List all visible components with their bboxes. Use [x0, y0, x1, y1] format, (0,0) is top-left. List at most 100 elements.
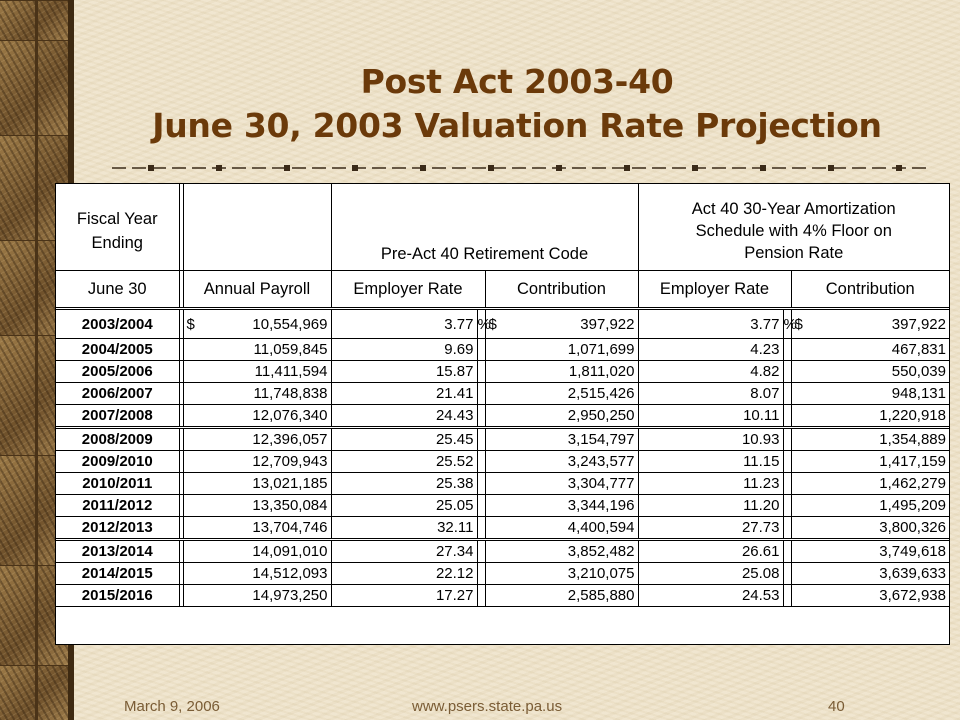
cell-pre-employer-rate: 25.52	[331, 450, 478, 473]
cell-pre-contribution: 3,210,075	[485, 562, 639, 585]
cell-fiscal-year: 2013/2014	[56, 539, 180, 563]
cell-fiscal-year: 2009/2010	[56, 450, 180, 473]
header-annual-payroll: Annual Payroll	[183, 270, 332, 310]
cell-pre-contribution-value: 3,210,075	[567, 565, 635, 582]
cell-act-employer-rate: 4.23	[638, 338, 784, 361]
cell-pre-contribution-value: 3,154,797	[567, 431, 635, 448]
header-june30: June 30	[56, 270, 180, 310]
cell-annual-payroll: 13,021,185	[183, 472, 332, 495]
cell-fiscal-year: 2006/2007	[56, 382, 180, 405]
footer-date: March 9, 2006	[124, 698, 220, 715]
cell-pre-percent	[477, 360, 486, 383]
cell-act-employer-rate: 26.61	[638, 539, 784, 563]
cell-fiscal-year: 2005/2006	[56, 360, 180, 383]
cell-pre-employer-rate: 15.87	[331, 360, 478, 383]
cell-spacer	[179, 494, 184, 517]
dashed-ornament-divider	[112, 165, 932, 171]
cell-payroll-value: 10,554,969	[252, 315, 328, 333]
cell-payroll-value: 13,350,084	[252, 497, 328, 514]
cell-act-contribution: 1,354,889	[791, 427, 949, 451]
cell-act-contribution-value: 397,922	[891, 315, 946, 333]
cell-spacer	[179, 562, 184, 585]
cell-act-contribution: $397,922	[791, 308, 949, 339]
cell-pre-percent	[477, 516, 486, 541]
cell-pre-contribution-value: 1,071,699	[567, 341, 635, 358]
cell-fiscal-year: 2012/2013	[56, 516, 180, 541]
header-blank-payroll	[183, 184, 332, 271]
cell-act-employer-rate: 10.93	[638, 427, 784, 451]
table-row: 2011/2012 13,350,084 25.05 3,344,196 11.20 1,…	[56, 494, 949, 517]
cell-act-contribution-value: 467,831	[891, 341, 946, 358]
cell-spacer	[179, 516, 184, 541]
cell-act-contribution-value: 3,800,326	[879, 519, 946, 536]
cell-annual-payroll: 11,748,838	[183, 382, 332, 405]
cell-pre-percent	[477, 404, 486, 429]
slide-title: Post Act 2003-40 June 30, 2003 Valuation…	[74, 60, 960, 148]
cell-pre-contribution-value: 3,852,482	[567, 543, 635, 560]
cell-pre-employer-rate: 25.45	[331, 427, 478, 451]
cell-pre-employer-rate: 27.34	[331, 539, 478, 563]
cell-pre-contribution: 2,950,250	[485, 404, 639, 429]
cell-pre-employer-rate: 25.05	[331, 494, 478, 517]
currency-symbol: $	[488, 315, 497, 333]
cell-act-contribution-value: 3,639,633	[879, 565, 946, 582]
table-row: 2008/2009 12,396,057 25.45 3,154,797 10.93 1,…	[56, 427, 949, 451]
cell-spacer	[179, 427, 184, 451]
cell-fiscal-year: 2003/2004	[56, 308, 180, 339]
cell-act-employer-rate: 11.23	[638, 472, 784, 495]
cell-annual-payroll: 14,091,010	[183, 539, 332, 563]
cell-annual-payroll: $10,554,969	[183, 308, 332, 339]
cell-payroll-value: 11,059,845	[253, 341, 328, 358]
cell-fiscal-year: 2008/2009	[56, 427, 180, 451]
table-row: 2015/2016 14,973,250 17.27 2,585,880 24.53 3,…	[56, 584, 949, 607]
title-line-1: Post Act 2003-40	[360, 62, 674, 101]
cell-fiscal-year: 2010/2011	[56, 472, 180, 495]
cell-pre-employer-rate: 22.12	[331, 562, 478, 585]
header-fiscal-year: Fiscal Year Ending	[56, 184, 180, 271]
cell-pre-percent	[477, 539, 486, 563]
cell-annual-payroll: 13,350,084	[183, 494, 332, 517]
cell-pre-contribution-value: 2,515,426	[567, 385, 635, 402]
cell-spacer	[179, 404, 184, 429]
cell-pre-contribution: 3,304,777	[485, 472, 639, 495]
table-row: 2004/2005 11,059,845 9.69 1,071,699 4.23 467,…	[56, 338, 949, 361]
cell-spacer	[179, 472, 184, 495]
cell-fiscal-year: 2015/2016	[56, 584, 180, 607]
cell-spacer	[179, 539, 184, 563]
cell-act-employer-rate: 25.08	[638, 562, 784, 585]
cell-pre-percent	[477, 382, 486, 405]
cell-pre-contribution-value: 4,400,594	[567, 519, 635, 536]
cell-act-contribution: 550,039	[791, 360, 949, 383]
cell-act-contribution-value: 1,495,209	[879, 497, 946, 514]
cell-pre-percent	[477, 427, 486, 451]
cell-act-contribution-value: 3,749,618	[879, 543, 946, 560]
cell-act-employer-rate: 8.07	[638, 382, 784, 405]
cell-fiscal-year: 2004/2005	[56, 338, 180, 361]
cell-pre-percent	[477, 584, 486, 607]
cell-payroll-value: 11,411,594	[254, 363, 328, 380]
cell-pre-contribution: 2,585,880	[485, 584, 639, 607]
cell-pre-contribution: 2,515,426	[485, 382, 639, 405]
cell-act-contribution-value: 1,417,159	[879, 453, 946, 470]
header-act-employer-rate: Employer Rate	[638, 270, 792, 310]
header-spacer	[179, 270, 184, 310]
cell-pre-contribution: $397,922	[485, 308, 639, 339]
cell-pre-contribution-value: 2,585,880	[567, 587, 635, 604]
cell-payroll-value: 14,512,093	[252, 565, 328, 582]
currency-symbol: $	[186, 315, 195, 333]
cell-payroll-value: 13,704,746	[252, 519, 328, 536]
cell-annual-payroll: 12,709,943	[183, 450, 332, 473]
cell-pre-contribution-value: 1,811,020	[568, 363, 635, 380]
cell-pre-percent	[477, 472, 486, 495]
header-pre-contribution: Contribution	[485, 270, 639, 310]
cell-pre-employer-rate: 21.41	[331, 382, 478, 405]
cell-payroll-value: 14,973,250	[252, 587, 328, 604]
cell-pre-employer-rate: 3.77	[331, 308, 478, 339]
cell-pre-contribution: 3,243,577	[485, 450, 639, 473]
cell-payroll-value: 11,748,838	[253, 385, 328, 402]
cell-act-contribution: 3,639,633	[791, 562, 949, 585]
cell-act-employer-rate: 4.82	[638, 360, 784, 383]
table-row: 2005/2006 11,411,594 15.87 1,811,020 4.82 550…	[56, 360, 949, 383]
cell-payroll-value: 12,709,943	[252, 453, 328, 470]
cell-pre-employer-rate: 25.38	[331, 472, 478, 495]
